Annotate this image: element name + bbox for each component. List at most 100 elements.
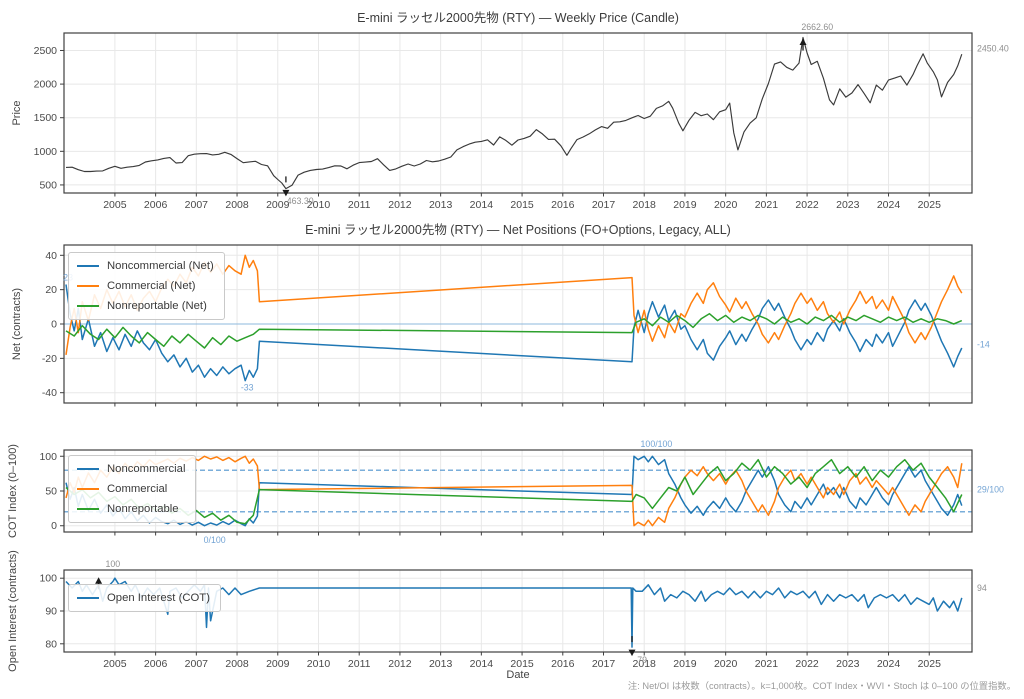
svg-text:2450.40: 2450.40: [977, 43, 1009, 53]
svg-text:2012: 2012: [388, 199, 412, 211]
open-interest-legend: Open Interest (COT): [68, 584, 221, 612]
svg-text:2019: 2019: [673, 199, 697, 211]
price-panel-title: E-mini ラッセル2000先物 (RTY) — Weekly Price (…: [357, 11, 679, 25]
svg-text:2010: 2010: [307, 658, 331, 670]
svg-text:2017: 2017: [592, 199, 616, 211]
svg-text:2025: 2025: [918, 658, 942, 670]
svg-text:2018: 2018: [633, 199, 657, 211]
svg-text:-33: -33: [241, 383, 254, 393]
svg-text:0: 0: [51, 319, 57, 331]
svg-text:2000: 2000: [34, 79, 58, 91]
svg-text:79: 79: [637, 655, 647, 665]
svg-text:20: 20: [45, 284, 57, 296]
svg-text:2025: 2025: [918, 199, 942, 211]
legend-label: Noncommercial: [107, 463, 186, 475]
svg-text:2015: 2015: [510, 199, 534, 211]
commercial-line-icon: [77, 487, 99, 491]
open-interest-y-axis-label: Open Interest (contracts): [7, 550, 19, 672]
svg-text:2007: 2007: [185, 199, 209, 211]
svg-text:-40: -40: [42, 387, 57, 399]
svg-text:2013: 2013: [429, 199, 453, 211]
svg-text:100: 100: [39, 451, 57, 463]
svg-text:50: 50: [45, 486, 57, 498]
noncommercial-line-icon: [77, 467, 99, 471]
svg-text:2662.60: 2662.60: [801, 22, 833, 32]
cot-index-y-axis-label: COT Index (0–100): [7, 444, 19, 538]
svg-text:100: 100: [106, 559, 121, 569]
svg-text:2009: 2009: [266, 199, 290, 211]
svg-text:0/100: 0/100: [204, 535, 226, 545]
cot-index-legend: Noncommercial Commercial Nonreportable: [68, 455, 197, 523]
open-interest-plot: 80 90 100 2005 2006 2007 2008 2009 2010 2011 2012 2…: [39, 559, 986, 670]
svg-text:100/100: 100/100: [641, 439, 673, 449]
svg-text:2021: 2021: [755, 199, 779, 211]
svg-text:29/100: 29/100: [977, 485, 1004, 495]
svg-text:2021: 2021: [755, 658, 779, 670]
net-positions-legend: Noncommercial (Net) Commercial (Net) Non…: [68, 252, 225, 320]
svg-text:80: 80: [45, 638, 57, 650]
svg-text:2014: 2014: [470, 658, 494, 670]
date-axis-label: Date: [506, 669, 530, 681]
svg-text:2014: 2014: [470, 199, 494, 211]
svg-text:2019: 2019: [673, 658, 697, 670]
legend-label: Nonreportable: [107, 503, 179, 515]
commercial-line-icon: [77, 284, 99, 288]
svg-text:2010: 2010: [307, 199, 331, 211]
svg-text:2015: 2015: [510, 658, 534, 670]
svg-text:2018: 2018: [633, 658, 657, 670]
svg-text:2005: 2005: [103, 199, 127, 211]
net-positions-plot: -40-200204023-33-14: [42, 244, 990, 407]
open-interest-line-icon: [77, 596, 99, 600]
legend-entry-open-interest: Open Interest (COT): [77, 588, 210, 608]
svg-text:-20: -20: [42, 353, 57, 365]
svg-text:2024: 2024: [877, 658, 901, 670]
svg-text:2011: 2011: [348, 658, 371, 670]
svg-text:2024: 2024: [877, 199, 901, 211]
net-panel-title: E-mini ラッセル2000先物 (RTY) — Net Positions …: [305, 223, 731, 237]
svg-text:94: 94: [977, 583, 987, 593]
svg-text:2011: 2011: [348, 199, 371, 211]
svg-text:463.30: 463.30: [287, 196, 314, 206]
nonreportable-line-icon: [77, 507, 99, 511]
svg-text:2009: 2009: [266, 658, 290, 670]
svg-text:2017: 2017: [592, 658, 616, 670]
svg-text:-14: -14: [977, 340, 990, 350]
svg-text:2006: 2006: [144, 199, 168, 211]
legend-label: Open Interest (COT): [107, 592, 210, 604]
legend-entry-noncommercial: Noncommercial: [77, 459, 185, 479]
legend-label: Nonreportable (Net): [107, 300, 207, 312]
svg-text:2007: 2007: [185, 658, 209, 670]
svg-text:2008: 2008: [225, 199, 249, 211]
svg-text:1000: 1000: [34, 146, 58, 158]
svg-text:2013: 2013: [429, 658, 453, 670]
footnote-text: 注: Net/OI は枚数（contracts）。k=1,000枚。COT In…: [627, 681, 1016, 691]
svg-text:2023: 2023: [836, 658, 860, 670]
svg-text:100: 100: [39, 573, 57, 585]
svg-text:2016: 2016: [551, 658, 575, 670]
legend-entry-nonreportable: Nonreportable: [77, 499, 185, 519]
price-y-axis-label: Price: [11, 100, 23, 126]
svg-text:2022: 2022: [795, 658, 819, 670]
noncommercial-line-icon: [77, 264, 99, 268]
svg-text:500: 500: [39, 179, 57, 191]
svg-text:0: 0: [51, 520, 57, 532]
legend-label: Commercial: [107, 483, 168, 495]
nonreportable-line-icon: [77, 304, 99, 308]
svg-text:2022: 2022: [795, 199, 819, 211]
legend-entry-nonreportable-net: Nonreportable (Net): [77, 296, 214, 316]
svg-text:2020: 2020: [714, 658, 738, 670]
legend-label: Noncommercial (Net): [107, 260, 214, 272]
svg-text:2020: 2020: [714, 199, 738, 211]
legend-entry-noncommercial-net: Noncommercial (Net): [77, 256, 214, 276]
svg-text:40: 40: [45, 250, 57, 262]
svg-text:1500: 1500: [34, 112, 58, 124]
legend-entry-commercial: Commercial: [77, 479, 185, 499]
svg-text:2006: 2006: [144, 658, 168, 670]
legend-entry-commercial-net: Commercial (Net): [77, 276, 214, 296]
svg-text:2500: 2500: [34, 45, 58, 57]
legend-label: Commercial (Net): [107, 280, 196, 292]
svg-text:2023: 2023: [836, 199, 860, 211]
svg-text:2016: 2016: [551, 199, 575, 211]
net-y-axis-label: Net (contracts): [11, 287, 23, 361]
